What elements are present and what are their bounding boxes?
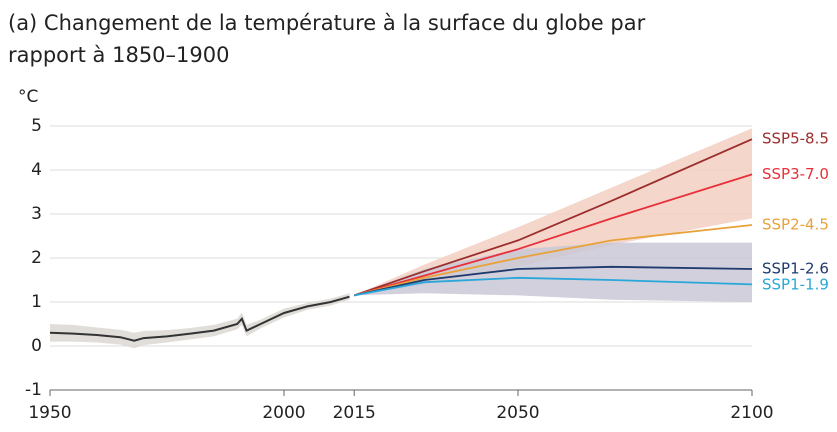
- x-tick-label: 2000: [262, 403, 305, 423]
- legend-label: SSP3-7.0: [762, 165, 829, 183]
- x-tick-label: 2050: [496, 403, 539, 423]
- y-tick-label: 1: [31, 292, 42, 312]
- series-line: [354, 276, 753, 297]
- chart-title: rapport à 1850–1900: [8, 43, 229, 67]
- series-line: [354, 265, 753, 297]
- series-line: [353, 173, 753, 297]
- series-line: [353, 138, 753, 297]
- y-tick-label: 5: [31, 116, 42, 136]
- legend-label: SSP2-4.5: [762, 216, 829, 234]
- x-tick-label: 2015: [333, 403, 376, 423]
- uncertainty-band: [354, 128, 752, 296]
- y-tick-label: 3: [31, 204, 42, 224]
- uncertainty-band: [354, 242, 752, 302]
- y-tick-label: 2: [31, 248, 42, 268]
- y-tick-label: -1: [25, 380, 42, 400]
- chart-title: (a) Changement de la température à la su…: [8, 11, 646, 35]
- y-axis-label: °C: [18, 87, 38, 107]
- y-tick-label: 4: [31, 160, 42, 180]
- y-tick-label: 0: [31, 336, 42, 356]
- legend-label: SSP1-1.9: [762, 276, 829, 294]
- historical-line: [49, 295, 350, 342]
- x-tick-label: 1950: [28, 403, 71, 423]
- legend-label: SSP1-2.6: [762, 260, 829, 278]
- series-line: [353, 224, 753, 297]
- x-tick-label: 2100: [730, 403, 773, 423]
- legend-label: SSP5-8.5: [762, 130, 829, 148]
- historical-band: [50, 293, 350, 349]
